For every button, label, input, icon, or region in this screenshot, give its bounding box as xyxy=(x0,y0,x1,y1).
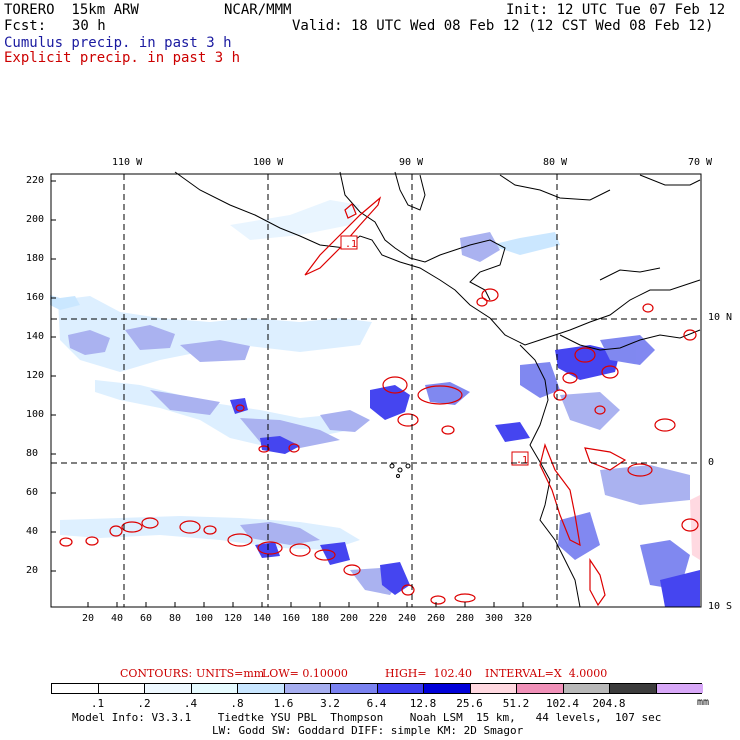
y-tick-label: 180 xyxy=(26,253,45,264)
org-label: NCAR/MMM xyxy=(224,2,292,18)
x-tick-label: 80 xyxy=(169,613,182,624)
colorbar-label: .2 xyxy=(137,697,151,710)
x-tick-label: 260 xyxy=(427,613,446,624)
svg-text:.1: .1 xyxy=(345,239,357,250)
colorbar-label: 102.4 xyxy=(545,697,580,710)
legend-explicit: Explicit precip. in past 3 h xyxy=(4,50,241,66)
colorbar-swatch xyxy=(191,684,238,693)
colorbar-swatch xyxy=(98,684,145,693)
x-tick-label: 40 xyxy=(111,613,124,624)
x-tick-label: 200 xyxy=(340,613,359,624)
contours-low: LOW= 0.10000 xyxy=(262,667,348,680)
forecast-label: Fcst: xyxy=(4,18,47,34)
y-tick-label: 160 xyxy=(26,292,45,303)
colorbar-swatch xyxy=(610,684,657,693)
y-tick-label: 60 xyxy=(26,487,39,498)
model-title: TORERO 15km ARW xyxy=(4,2,139,18)
graticule xyxy=(51,174,701,607)
colorbar-swatch xyxy=(424,684,471,693)
colorbar xyxy=(51,683,703,694)
colorbar-label: 25.6 xyxy=(456,697,483,710)
lat-label-0: 0 xyxy=(708,457,715,468)
lon-label-80w: 80 W xyxy=(543,157,568,168)
colorbar-label: 12.8 xyxy=(409,697,437,710)
colorbar-label: 1.6 xyxy=(273,697,294,710)
x-tick-label: 140 xyxy=(253,613,272,624)
x-tick-label: 240 xyxy=(398,613,417,624)
explicit-precip-contours xyxy=(59,196,699,607)
lon-label-90w: 90 W xyxy=(399,157,424,168)
x-tick-label: 120 xyxy=(224,613,243,624)
x-tick-label: 180 xyxy=(311,613,330,624)
y-tick-label: 100 xyxy=(26,409,45,420)
colorbar-label: 6.4 xyxy=(366,697,387,710)
contour-label-2: .1 xyxy=(511,451,529,466)
lon-label-100w: 100 W xyxy=(253,157,284,168)
x-tick-label: 280 xyxy=(456,613,475,624)
map-frame xyxy=(50,173,702,608)
colorbar-unit: mm xyxy=(697,697,710,708)
colorbar-swatch xyxy=(52,684,99,693)
colorbar-swatch xyxy=(145,684,192,693)
contour-label-1: .1 xyxy=(340,235,358,250)
colorbar-swatch xyxy=(377,684,424,693)
contours-units: UNITS=mm xyxy=(196,667,265,680)
coastlines xyxy=(174,171,701,608)
y-tick-label: 40 xyxy=(26,526,39,537)
y-tick-label: 80 xyxy=(26,448,39,459)
x-tick-label: 320 xyxy=(514,613,533,624)
x-tick-label: 160 xyxy=(282,613,301,624)
model-info: Model Info: V3.3.1 Tiedtke YSU PBL Thomp… xyxy=(72,711,662,724)
cumulus-precip-shading xyxy=(50,200,700,607)
colorbar-swatch xyxy=(331,684,378,693)
axis-ticks xyxy=(51,180,524,607)
contours-title: CONTOURS: xyxy=(120,667,193,680)
contours-high: HIGH= 102.40 xyxy=(385,667,473,680)
colorbar-label: .1 xyxy=(90,697,105,710)
y-tick-label: 200 xyxy=(26,214,45,225)
colorbar-label: .8 xyxy=(230,697,244,710)
lat-label-10s: 10 S xyxy=(708,601,733,612)
y-tick-label: 140 xyxy=(26,331,45,342)
x-tick-label: 220 xyxy=(369,613,388,624)
lon-label-70w: 70 W xyxy=(688,157,713,168)
lat-label-10n: 10 N xyxy=(708,312,733,323)
y-tick-label: 120 xyxy=(26,370,45,381)
x-tick-label: 60 xyxy=(140,613,153,624)
x-tick-label: 300 xyxy=(485,613,504,624)
legend-cumulus: Cumulus precip. in past 3 h xyxy=(4,35,232,51)
colorbar-label: .4 xyxy=(183,697,198,710)
colorbar-swatch xyxy=(656,684,703,693)
colorbar-label: 3.2 xyxy=(320,697,340,710)
y-tick-label: 220 xyxy=(26,175,45,186)
x-tick-label: 100 xyxy=(195,613,214,624)
colorbar-swatch xyxy=(284,684,331,693)
contours-interval: INTERVAL=X 4.0000 xyxy=(485,667,608,680)
forecast-hours: 30 h xyxy=(72,18,106,34)
colorbar-swatch xyxy=(563,684,610,693)
colorbar-swatch xyxy=(517,684,564,693)
valid-time: Valid: 18 UTC Wed 08 Feb 12 (12 CST Wed … xyxy=(292,18,714,34)
colorbar-label: 51.2 xyxy=(502,697,530,710)
y-tick-label: 20 xyxy=(26,565,39,576)
physics-info: LW: Godd SW: Goddard DIFF: simple KM: 2D… xyxy=(212,724,524,737)
colorbar-swatch xyxy=(238,684,285,693)
colorbar-swatch xyxy=(470,684,517,693)
svg-text:.1: .1 xyxy=(516,455,528,466)
lon-label-110w: 110 W xyxy=(112,157,143,168)
colorbar-label: 204.8 xyxy=(592,697,626,710)
x-tick-label: 20 xyxy=(82,613,95,624)
init-time: Init: 12 UTC Tue 07 Feb 12 xyxy=(506,2,726,18)
